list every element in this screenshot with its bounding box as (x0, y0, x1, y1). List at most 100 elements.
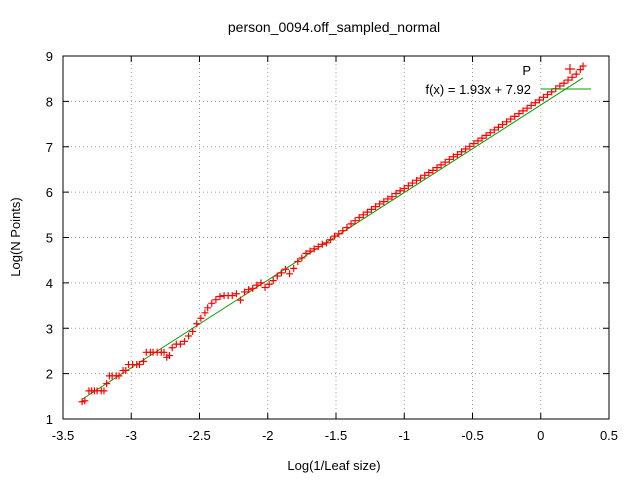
x-tick-label: -3.5 (52, 428, 74, 443)
data-point (216, 292, 224, 300)
data-point (298, 254, 306, 262)
y-tick-label: 5 (46, 231, 53, 246)
y-tick-label: 1 (46, 412, 53, 427)
data-point (404, 182, 412, 190)
data-point (261, 283, 269, 291)
data-point (193, 320, 201, 328)
data-point (197, 314, 205, 322)
grid (63, 56, 609, 419)
data-point (180, 337, 188, 345)
data-point (363, 208, 371, 216)
x-axis-label: Log(1/Leaf size) (287, 458, 380, 473)
data-point (515, 110, 523, 118)
data-point (511, 112, 519, 120)
x-tick-label: -1 (398, 428, 410, 443)
data-point (560, 79, 568, 87)
data-point (494, 123, 502, 131)
data-point (458, 148, 466, 156)
data-point (396, 187, 404, 195)
x-tick-label: -3 (125, 428, 137, 443)
data-point (115, 372, 123, 380)
y-tick-label: 3 (46, 321, 53, 336)
data-point (453, 150, 461, 158)
data-point (470, 140, 478, 148)
chart-title: person_0094.off_sampled_normal (228, 19, 440, 35)
data-point (478, 134, 486, 142)
axes: -3.5 -3 -2.5 -2 -1.5 -1 -0.5 0 0.5 1 2 3 4 5 6 7 8 9 (46, 49, 618, 443)
data-point (376, 200, 384, 208)
data-point (100, 387, 108, 395)
x-tick-label: -1.5 (325, 428, 347, 443)
data-point (201, 309, 209, 317)
data-point (286, 270, 294, 278)
data-point (355, 214, 363, 222)
data-point (281, 265, 289, 273)
data-point (539, 93, 547, 101)
data-point (253, 281, 261, 289)
data-point (322, 239, 330, 247)
data-point (265, 280, 273, 288)
data-point (486, 129, 494, 137)
x-tick-label: -0.5 (461, 428, 483, 443)
data-point (168, 344, 176, 352)
x-tick-label: 0 (537, 428, 544, 443)
data-point (417, 174, 425, 182)
data-point (400, 184, 408, 192)
x-tick-label: 0.5 (600, 428, 618, 443)
data-point (347, 220, 355, 228)
data-point (429, 166, 437, 174)
fit-line (81, 77, 584, 400)
data-point (359, 211, 367, 219)
data-point (294, 258, 302, 266)
data-point (568, 73, 576, 81)
data-point (249, 284, 257, 292)
data-point (103, 380, 111, 388)
data-point (310, 245, 318, 253)
data-point (519, 107, 527, 115)
data-point (466, 142, 474, 150)
data-layer (78, 62, 587, 406)
data-point (564, 76, 572, 84)
data-point (462, 145, 470, 153)
data-point (388, 193, 396, 201)
data-point (384, 195, 392, 203)
data-point (331, 232, 339, 240)
data-point (433, 164, 441, 172)
data-point (290, 264, 298, 272)
data-point (441, 158, 449, 166)
data-point (576, 66, 584, 74)
data-point (176, 340, 184, 348)
data-point (160, 348, 168, 356)
data-point (122, 366, 130, 374)
data-point (392, 189, 400, 197)
data-point (306, 247, 314, 255)
data-point (503, 118, 511, 126)
data-point (327, 236, 335, 244)
data-point (351, 217, 359, 225)
y-axis-label: Log(N Points) (8, 197, 23, 276)
data-point (449, 153, 457, 161)
data-point (535, 96, 543, 104)
y-tick-label: 8 (46, 94, 53, 109)
data-point (474, 137, 482, 145)
data-point (140, 357, 148, 365)
legend-label-points: P (522, 63, 531, 78)
data-point (236, 296, 244, 304)
data-point (339, 227, 347, 235)
data-point (343, 224, 351, 232)
data-point (572, 70, 580, 78)
y-tick-label: 4 (46, 276, 53, 291)
data-point (380, 198, 388, 206)
data-point (245, 286, 253, 294)
x-tick-label: -2 (262, 428, 274, 443)
data-point (527, 101, 535, 109)
data-point (257, 279, 265, 287)
data-point (544, 91, 552, 99)
data-point (318, 240, 326, 248)
data-point (269, 277, 277, 285)
data-point (81, 397, 89, 405)
y-tick-label: 6 (46, 185, 53, 200)
